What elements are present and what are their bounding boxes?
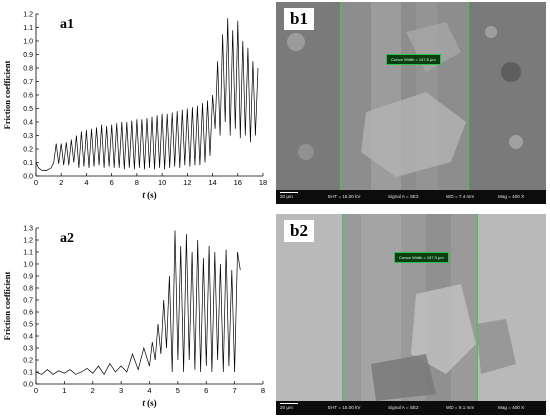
y-tick-label: 1.0: [23, 39, 33, 46]
y-tick-label: 1.0: [23, 262, 33, 269]
x-tick-label: 2: [91, 386, 95, 395]
measure-line-right: [468, 2, 470, 190]
y-tick-label: 0.2: [23, 147, 33, 154]
y-tick-label: 0.6: [23, 310, 33, 317]
friction-chart-a1: 0 2 4 6 8 10 12 14 16 18 0.0 0.1 0.2 0.3 0.4 0.5 0.6 0.7 0…: [2, 12, 267, 201]
measure-line-right: [477, 214, 479, 401]
x-tick-label: 14: [208, 178, 216, 187]
x-tick-label: 6: [110, 178, 114, 187]
x-tick-label: 10: [158, 178, 166, 187]
x-tick-label: 5: [176, 386, 180, 395]
y-tick-label: 0.6: [23, 93, 33, 100]
y-tick-label: 0.4: [23, 120, 33, 127]
friction-chart-a2: 0 1 2 3 4 5 6 7 8 0.0 0.1 0.2 0.3 0.4 0.5 0.6 0.7 0.8 0.9 1…: [2, 226, 265, 409]
y-tick-label: 1.3: [23, 226, 33, 233]
y-tick-label: 0.2: [23, 358, 33, 365]
sem-texture-b2: [276, 214, 546, 415]
y-tick-label: 0.0: [23, 382, 33, 389]
y-tick-label: 0.9: [23, 274, 33, 281]
x-tick-label: 3: [119, 386, 123, 395]
mag-readout: Mag = 400 X: [498, 405, 525, 410]
x-tick-label: 16: [234, 178, 242, 187]
y-tick-label: 0.9: [23, 52, 33, 59]
scale-label: 20 µm: [280, 194, 293, 199]
measure-line-left: [340, 2, 342, 190]
y-tick-label: 1.2: [23, 12, 33, 19]
cursor-width-readout: Cursor Width = 147.6 µm: [386, 54, 441, 65]
signal-readout: Signal A = SE2: [388, 194, 419, 199]
x-tick-label: 12: [183, 178, 191, 187]
wd-readout: WD = 7.4 mm: [446, 194, 475, 199]
x-tick-label: 18: [259, 178, 267, 187]
x-tick-label: 2: [59, 178, 63, 187]
scale-bar: [280, 192, 298, 193]
sem-texture-b1: [276, 2, 546, 204]
x-tick-label: 1: [62, 386, 66, 395]
y-tick-label: 1.1: [23, 25, 33, 32]
y-tick-label: 0.0: [23, 174, 33, 181]
scale-bar: [280, 403, 298, 404]
measure-line-left: [342, 214, 344, 401]
x-tick-label: 0: [34, 386, 38, 395]
sem-info-bar: 20 µm EHT = 15.00 kV Signal A = SE2 WD =…: [276, 190, 546, 204]
panel-label: a1: [60, 17, 74, 32]
y-tick-label: 1.2: [23, 238, 33, 245]
x-tick-label: 6: [204, 386, 208, 395]
y-tick-label: 0.5: [23, 322, 33, 329]
friction-series-line: [35, 230, 241, 376]
x-tick-label: 4: [147, 386, 151, 395]
y-tick-label: 0.4: [23, 334, 33, 341]
y-axis-label: Friction coefficient: [2, 60, 12, 129]
wd-readout: WD = 9.1 mm: [446, 405, 475, 410]
eht-readout: EHT = 15.00 kV: [328, 405, 361, 410]
y-tick-label: 0.3: [23, 133, 33, 140]
panel-label: a2: [60, 231, 74, 246]
sem-image-b2: b2 Cursor Width = 157.3 µm 20 µm EHT = 1…: [276, 214, 546, 415]
x-tick-label: 8: [135, 178, 139, 187]
y-tick-label: 0.8: [23, 66, 33, 73]
mag-readout: Mag = 400 X: [498, 194, 525, 199]
x-axis-label: t (s): [142, 398, 156, 408]
panel-label-b1: b1: [284, 8, 314, 30]
signal-readout: Signal A = SE2: [388, 405, 419, 410]
y-tick-label: 0.3: [23, 346, 33, 353]
eht-readout: EHT = 15.00 kV: [328, 194, 361, 199]
panel-label-b2: b2: [284, 220, 314, 242]
y-tick-label: 1.1: [23, 250, 33, 257]
y-tick-label: 0.7: [23, 79, 33, 86]
y-tick-label: 0.8: [23, 286, 33, 293]
y-axis-label: Friction coefficient: [2, 271, 12, 340]
x-tick-label: 8: [261, 386, 265, 395]
x-tick-label: 0: [34, 178, 38, 187]
friction-series-line: [35, 18, 259, 171]
y-tick-label: 0.7: [23, 298, 33, 305]
scale-label: 20 µm: [280, 405, 293, 410]
y-tick-label: 0.5: [23, 106, 33, 113]
sem-info-bar: 20 µm EHT = 15.00 kV Signal A = SE2 WD =…: [276, 401, 546, 415]
x-tick-label: 7: [233, 386, 237, 395]
y-tick-label: 0.1: [23, 370, 33, 377]
sem-image-b1: b1 Cursor Width = 147.6 µm 20 µm EHT = 1…: [276, 2, 546, 204]
cursor-width-readout: Cursor Width = 157.3 µm: [394, 252, 449, 263]
x-axis-label: t (s): [142, 190, 156, 200]
x-tick-label: 4: [84, 178, 88, 187]
y-tick-label: 0.1: [23, 160, 33, 167]
